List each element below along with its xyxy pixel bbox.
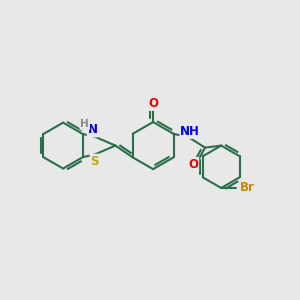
Text: N: N — [88, 124, 98, 136]
Text: NH: NH — [180, 125, 200, 138]
Text: O: O — [188, 158, 198, 171]
Text: H: H — [80, 119, 89, 129]
Text: S: S — [91, 155, 99, 168]
Text: Br: Br — [240, 182, 255, 194]
Text: O: O — [148, 97, 158, 110]
